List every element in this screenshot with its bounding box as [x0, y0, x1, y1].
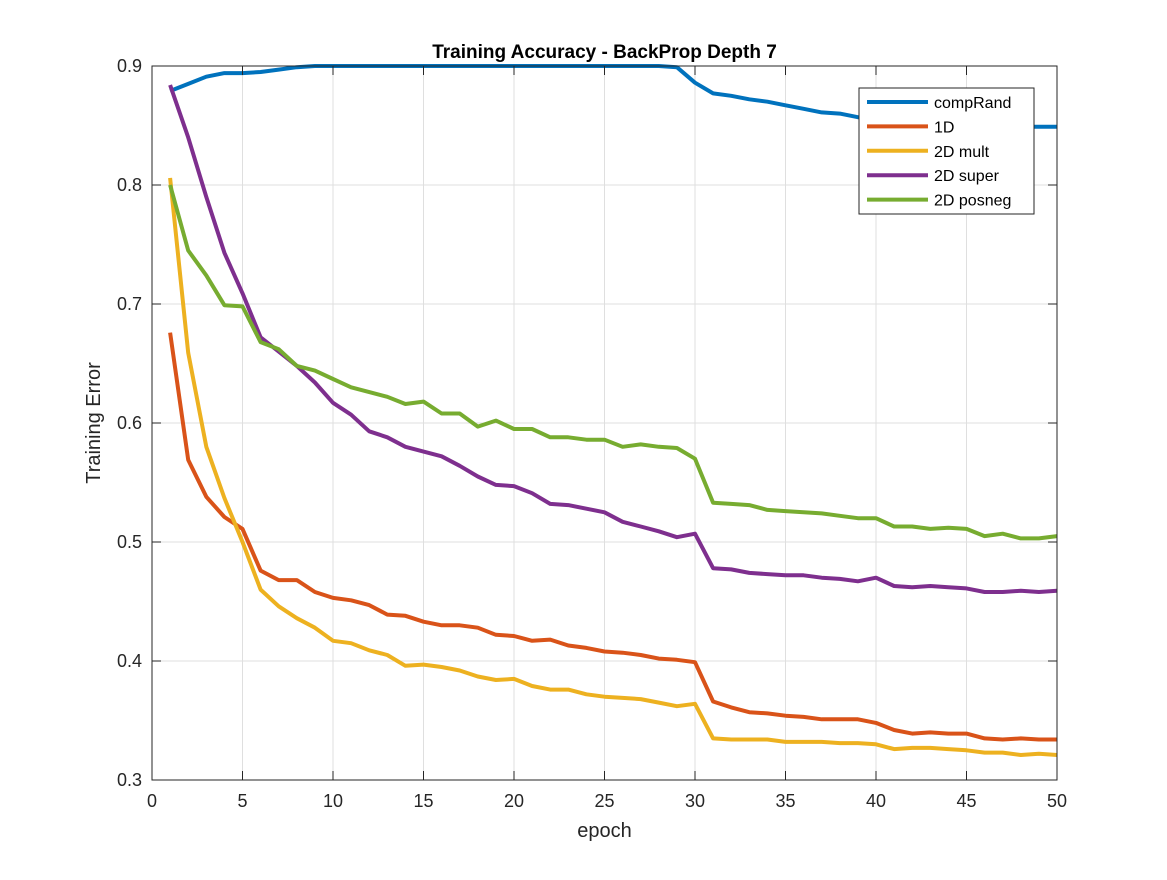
- legend-label-2d-mult: 2D mult: [934, 144, 990, 161]
- x-tick-label: 25: [594, 791, 614, 811]
- y-tick-label: 0.4: [117, 651, 142, 671]
- legend: compRand 1D 2D mult 2D super 2D posneg: [858, 87, 1035, 215]
- x-tick-label: 15: [413, 791, 433, 811]
- y-tick-label: 0.8: [117, 175, 142, 195]
- series-line-2d-mult: [168, 177, 1058, 757]
- legend-label-2d-posneg: 2D posneg: [934, 193, 1011, 210]
- x-tick-label: 10: [323, 791, 343, 811]
- x-tick-label: 30: [685, 791, 705, 811]
- x-tick-label: 0: [147, 791, 157, 811]
- y-tick-label: 0.3: [117, 770, 142, 790]
- y-tick-label: 0.6: [117, 413, 142, 433]
- x-tick-label: 5: [237, 791, 247, 811]
- x-axis-label: epoch: [577, 820, 632, 842]
- series-line-2d-super: [168, 84, 1058, 594]
- y-tick-label: 0.9: [117, 56, 142, 76]
- legend-label-2d-super: 2D super: [934, 168, 1000, 185]
- y-axis-label: Training Error: [83, 362, 105, 484]
- y-tick-label: 0.7: [117, 294, 142, 314]
- series-line-2d-posneg: [168, 184, 1058, 541]
- y-tick-label: 0.5: [117, 532, 142, 552]
- x-tick-label: 40: [866, 791, 886, 811]
- x-tick-label: 50: [1047, 791, 1067, 811]
- x-tick-label: 35: [775, 791, 795, 811]
- x-tick-label: 20: [504, 791, 524, 811]
- legend-label-comprand: compRand: [934, 95, 1011, 112]
- legend-label-1d: 1D: [934, 119, 954, 136]
- series-line-1d: [168, 332, 1057, 742]
- legend-items: compRand 1D 2D mult 2D super 2D posneg: [867, 95, 1011, 210]
- axis-ticks: 0 5 10 15 20 25 30 35 40 45 50 0.3 0.4 0.5 0.6 0.7 0.8 0.…: [117, 56, 1067, 811]
- chart-title: Training Accuracy - BackProp Depth 7: [432, 42, 777, 63]
- x-tick-label: 45: [956, 791, 976, 811]
